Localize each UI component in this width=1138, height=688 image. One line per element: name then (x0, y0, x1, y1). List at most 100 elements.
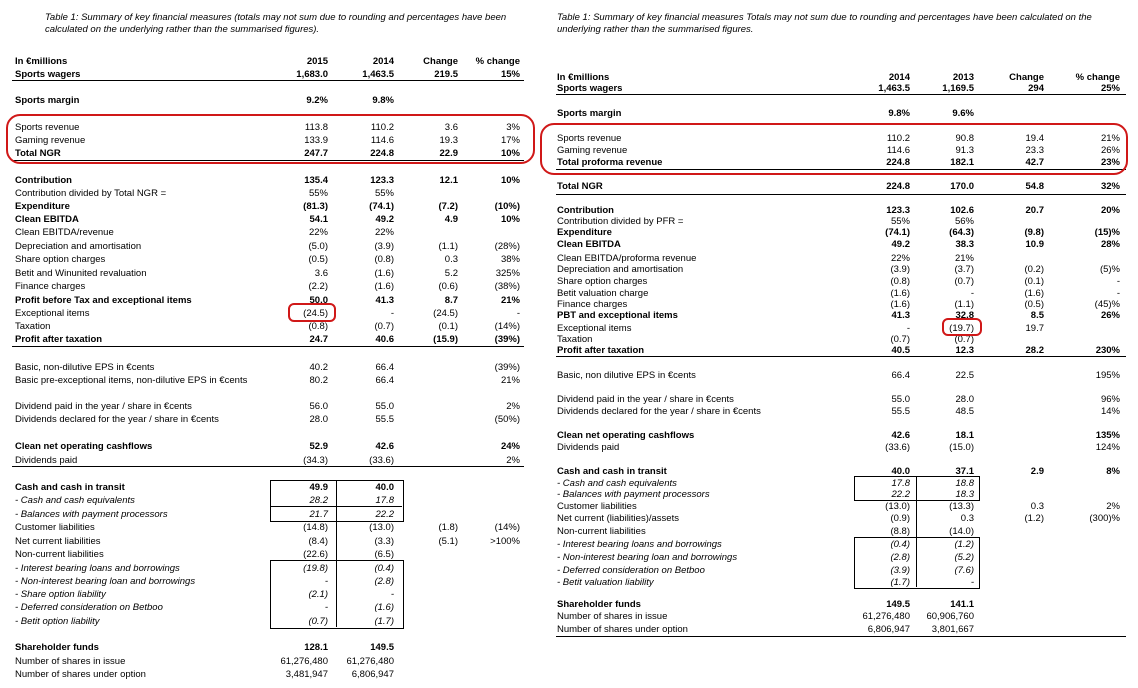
right-cell-col1: 22.2 (891, 489, 911, 500)
left-cell-col1: 2015 (306, 56, 328, 67)
left-cell-pct-change: (38%) (494, 281, 520, 292)
left-cell-col2: (1.7) (374, 616, 394, 627)
left-cell-col1: 28.0 (309, 414, 329, 425)
left-table-row: Clean net operating cashflows 52.9 42.6 24% (0, 440, 540, 453)
right-cell-col2: (13.3) (949, 501, 974, 512)
right-cell-col2: (64.3) (949, 227, 974, 238)
right-row-label: Share option charges (557, 276, 648, 287)
right-cell-col1: 66.4 (891, 370, 911, 381)
right-box-divider (916, 476, 917, 587)
left-cell-col2: 66.4 (375, 375, 395, 386)
left-cell-col1: (0.7) (308, 616, 328, 627)
right-cell-pct-change: 2% (1106, 501, 1120, 512)
right-row-label: Exceptional items (557, 323, 632, 334)
left-row-label: Clean EBITDA/revenue (15, 227, 114, 238)
left-cell-col2: (3.3) (374, 536, 394, 547)
left-table-row: Sports revenue 113.8 110.2 3.6 3% (0, 121, 540, 134)
left-table-caption: Table 1: Summary of key financial measur… (45, 12, 507, 35)
right-cell-col1: 55.0 (891, 394, 911, 405)
left-cell-col2: (2.8) (374, 576, 394, 587)
left-cell-pct-change: 21% (500, 295, 520, 306)
right-table-row: Dividend paid in the year / share in €ce… (548, 393, 1138, 406)
right-cell-col2: (5.2) (954, 552, 974, 563)
left-cell-col2: (6.5) (374, 549, 394, 560)
left-cell-col2: 22% (374, 227, 394, 238)
right-cell-col2: 48.5 (955, 406, 975, 417)
right-cell-col1: 110.2 (886, 133, 910, 144)
right-cell-change: (0.2) (1024, 264, 1044, 275)
right-row-label: Taxation (557, 334, 593, 345)
left-row-label: - Deferred consideration on Betboo (15, 602, 163, 613)
right-row-label: - Cash and cash equivalents (557, 478, 677, 489)
left-table-row: Cash and cash in transit 49.9 40.0 (0, 481, 540, 494)
right-row-label: - Non-interest bearing loan and borrowin… (557, 552, 738, 563)
right-cell-pct-change: 96% (1100, 394, 1120, 405)
right-cell-col1: (0.9) (890, 513, 910, 524)
left-row-label: - Betit option liability (15, 616, 100, 627)
left-row-label: Expenditure (15, 201, 70, 212)
left-row-label: - Non-interest bearing loan and borrowin… (15, 576, 196, 587)
left-row-label: Number of shares under option (15, 669, 146, 680)
left-rule (12, 466, 524, 467)
left-cell-pct-change: % change (475, 56, 520, 67)
left-rule (12, 346, 524, 347)
left-cell-col1: 80.2 (309, 375, 329, 386)
left-cell-col2: (1.6) (374, 281, 394, 292)
right-cell-col1: 22% (890, 253, 910, 264)
left-row-label: Cash and cash in transit (15, 482, 125, 493)
left-cell-col1: 9.2% (306, 95, 328, 106)
left-row-label: Dividend paid in the year / share in €ce… (15, 401, 192, 412)
right-cell-col2: 37.1 (955, 466, 975, 477)
right-cell-change: (9.8) (1024, 227, 1044, 238)
left-table-row: Basic pre-exceptional items, non-dilutiv… (0, 374, 540, 387)
left-row-label: - Share option liability (15, 589, 106, 600)
left-cell-col1: 52.9 (309, 441, 329, 452)
left-cell-change: 5.2 (444, 268, 458, 279)
left-table-row: Customer liabilities (14.8) (13.0) (1.8) (14… (0, 521, 540, 534)
left-cell-col1: 49.9 (309, 482, 329, 493)
left-cell-pct-change: 24% (500, 441, 520, 452)
left-cell-change: (7.2) (438, 201, 458, 212)
right-row-label: Net current (liabilities)/assets (557, 513, 679, 524)
left-cell-col1: (0.5) (308, 254, 328, 265)
right-cell-pct-change: 230% (1095, 345, 1120, 356)
left-cell-col2: 2014 (372, 56, 394, 67)
left-cell-change: 0.3 (444, 254, 458, 265)
left-cell-col2: 17.8 (375, 495, 395, 506)
left-liabilities-box (270, 560, 404, 629)
left-cell-col2: (3.9) (374, 241, 394, 252)
right-table-panel: Table 1: Summary of key financial measur… (540, 0, 1138, 688)
right-table-row: - Balances with payment processors 22.2 18… (548, 488, 1138, 501)
right-cell-col2: (19.7) (949, 323, 974, 334)
right-row-label: Number of shares in issue (557, 611, 668, 622)
left-cell-col1: 40.2 (309, 362, 329, 373)
left-row-label: Finance charges (15, 281, 86, 292)
left-cell-col2: (1.6) (374, 268, 394, 279)
right-row-label: Total NGR (557, 181, 603, 192)
right-cell-col2: 141.1 (950, 599, 974, 610)
right-cell-col1: 114.6 (886, 145, 910, 156)
left-cell-col2: 42.6 (375, 441, 395, 452)
left-cell-col2: 40.6 (375, 334, 395, 345)
left-cell-col2: 55.5 (375, 414, 395, 425)
left-box-divider (336, 480, 337, 627)
left-cell-col1: 28.2 (309, 495, 329, 506)
right-row-label: Shareholder funds (557, 599, 641, 610)
left-table-row: Sports margin 9.2% 9.8% (0, 94, 540, 107)
right-cell-col2: (0.7) (954, 276, 974, 287)
right-row-label: - Balances with payment processors (557, 489, 710, 500)
left-cell-col2: 55.0 (375, 401, 395, 412)
left-table-row: - Cash and cash equivalents 28.2 17.8 (0, 494, 540, 507)
right-table-row: - Deferred consideration on Betboo (3.9) (… (548, 564, 1138, 577)
right-cell-col1: (1.6) (890, 288, 910, 299)
right-cell-col1: 1,463.5 (878, 83, 910, 94)
left-table-row: - Balances with payment processors 21.7 22… (0, 508, 540, 521)
right-cell-col1: 49.2 (891, 239, 911, 250)
left-table-row: Dividends declared for the year / share … (0, 413, 540, 426)
left-table-row: Exceptional items (24.5) - (24.5) - (0, 307, 540, 320)
right-cell-change: (0.1) (1024, 276, 1044, 287)
right-cell-col2: (0.7) (954, 334, 974, 345)
right-table-row: Sports wagers 1,463.5 1,169.5 294 25% (548, 82, 1138, 95)
left-table-row: Clean EBITDA 54.1 49.2 4.9 10% (0, 213, 540, 226)
left-cell-col2: 66.4 (375, 362, 395, 373)
